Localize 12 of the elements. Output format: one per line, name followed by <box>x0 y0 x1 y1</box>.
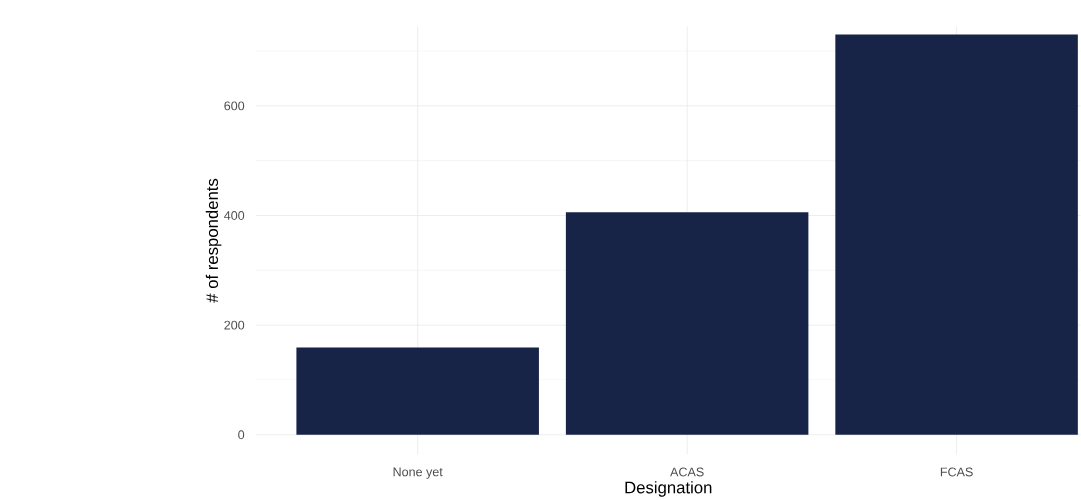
y-tick-label: 0 <box>238 430 245 440</box>
y-tick-label: 600 <box>224 101 245 111</box>
x-tick-label: ACAS <box>670 467 704 477</box>
y-axis-title: # of respondents <box>205 179 222 303</box>
bar <box>296 347 539 436</box>
x-axis-title: Designation <box>625 481 712 497</box>
bar <box>565 212 809 436</box>
x-tick-label: None yet <box>393 467 443 479</box>
y-tick-label: 400 <box>224 211 245 221</box>
x-tick-label: FCAS <box>940 467 973 477</box>
y-tick-label: 200 <box>224 320 245 330</box>
bar <box>835 34 1078 436</box>
